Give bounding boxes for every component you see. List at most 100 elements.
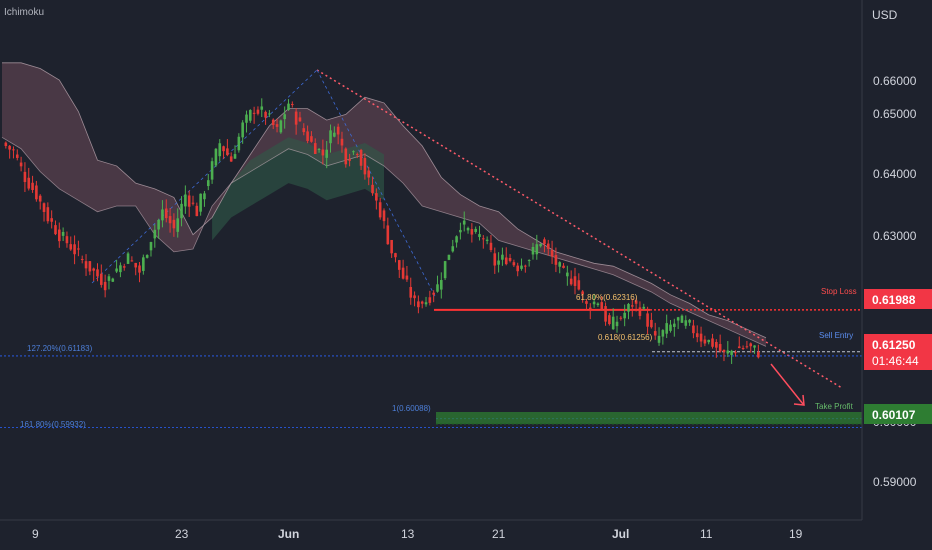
candle-body [417, 301, 420, 308]
candle-body [283, 114, 286, 120]
cloud-span-b [1, 136, 767, 347]
candle-body [405, 275, 409, 280]
candle-body [482, 238, 485, 240]
candle-body [229, 156, 233, 162]
candle-body [745, 346, 749, 348]
candle-body [562, 265, 565, 268]
candle-body [436, 284, 439, 292]
fib-1-label: 1(0.60088) [392, 404, 431, 413]
candle-body [642, 306, 646, 309]
fib-618-high-label: 61.80%(0.62316) [576, 293, 638, 302]
candle-body [187, 195, 191, 207]
candle-body [673, 323, 676, 327]
candle-body [321, 149, 325, 156]
candle-body [520, 265, 523, 269]
candle-body [287, 103, 290, 110]
candle-body [741, 348, 745, 350]
candle-body [501, 254, 504, 260]
candle-body [516, 265, 519, 272]
candle-body [650, 319, 653, 328]
candle-body [455, 236, 458, 243]
candle-body [252, 112, 256, 114]
fib-161-label: 161.80%(0.59932) [20, 420, 86, 429]
candle-body [164, 208, 168, 219]
candle-body [199, 193, 202, 212]
candle-body [138, 265, 141, 273]
candle-body [184, 194, 187, 207]
candle-body [722, 349, 726, 352]
candle-body [161, 209, 164, 221]
candle-body [126, 253, 130, 264]
candle-body [237, 136, 241, 151]
candle-body [657, 335, 661, 343]
y-tick-label: 0.64000 [873, 167, 917, 181]
x-tick-label: 19 [789, 527, 803, 541]
candle-body [80, 258, 84, 260]
candle-body [65, 236, 69, 244]
candle-body [329, 130, 332, 144]
candle-body [325, 149, 328, 158]
candle-body [371, 184, 374, 194]
target-arrow-shaft [770, 363, 804, 405]
candle-body [92, 268, 95, 271]
candle-body [50, 218, 53, 222]
candle-body [757, 351, 760, 358]
y-tick-label: 0.66000 [873, 74, 917, 88]
candle-body [191, 202, 195, 204]
candle-body [222, 146, 225, 152]
candle-body [256, 109, 260, 114]
candle-body [627, 303, 630, 312]
candle-body [447, 254, 451, 260]
candle-body [107, 276, 111, 281]
candle-body [512, 262, 516, 266]
candle-body [122, 266, 126, 268]
candle-body [684, 320, 688, 326]
y-tick-label: 0.59000 [873, 475, 917, 489]
candle-body [88, 261, 92, 272]
candle-body [692, 325, 695, 334]
candle-body [531, 246, 535, 255]
x-tick-label: 13 [401, 527, 415, 541]
candle-body [588, 307, 592, 310]
candle-body [669, 324, 672, 331]
candle-body [233, 154, 237, 159]
candle-body [115, 268, 118, 272]
target-arrow-head [793, 394, 805, 406]
candle-body [352, 151, 355, 153]
candle-body [497, 260, 500, 265]
indicator-label[interactable]: Ichimoku [4, 7, 44, 18]
candle-body [715, 341, 718, 348]
candle-body [268, 113, 271, 115]
candle-body [302, 128, 306, 133]
candle-body [527, 260, 531, 262]
candle-body [172, 219, 176, 229]
x-tick-label: 23 [175, 527, 189, 541]
x-tick-label: 11 [700, 527, 713, 541]
candle-body [195, 205, 199, 217]
candle-body [634, 300, 638, 304]
candle-body [264, 111, 267, 118]
candle-body [15, 154, 19, 158]
candle-body [382, 210, 386, 222]
candle-body [54, 225, 57, 235]
candle-body [611, 316, 615, 330]
candle-body [42, 203, 46, 212]
candle-body [210, 161, 214, 180]
candle-body [317, 148, 321, 150]
candle-body [665, 323, 668, 334]
candle-body [35, 185, 38, 200]
x-tick-label: 9 [32, 527, 39, 541]
candle-body [623, 312, 626, 319]
candle-body [524, 265, 527, 267]
candle-body [680, 315, 684, 323]
stop-loss-price-text: 0.61988 [872, 293, 916, 307]
candle-body [573, 276, 577, 286]
candle-body [38, 195, 42, 202]
candle-body [218, 143, 222, 157]
candle-body [440, 280, 443, 290]
candle-body [310, 136, 313, 142]
candle-body [394, 253, 397, 258]
candle-body [577, 280, 581, 290]
